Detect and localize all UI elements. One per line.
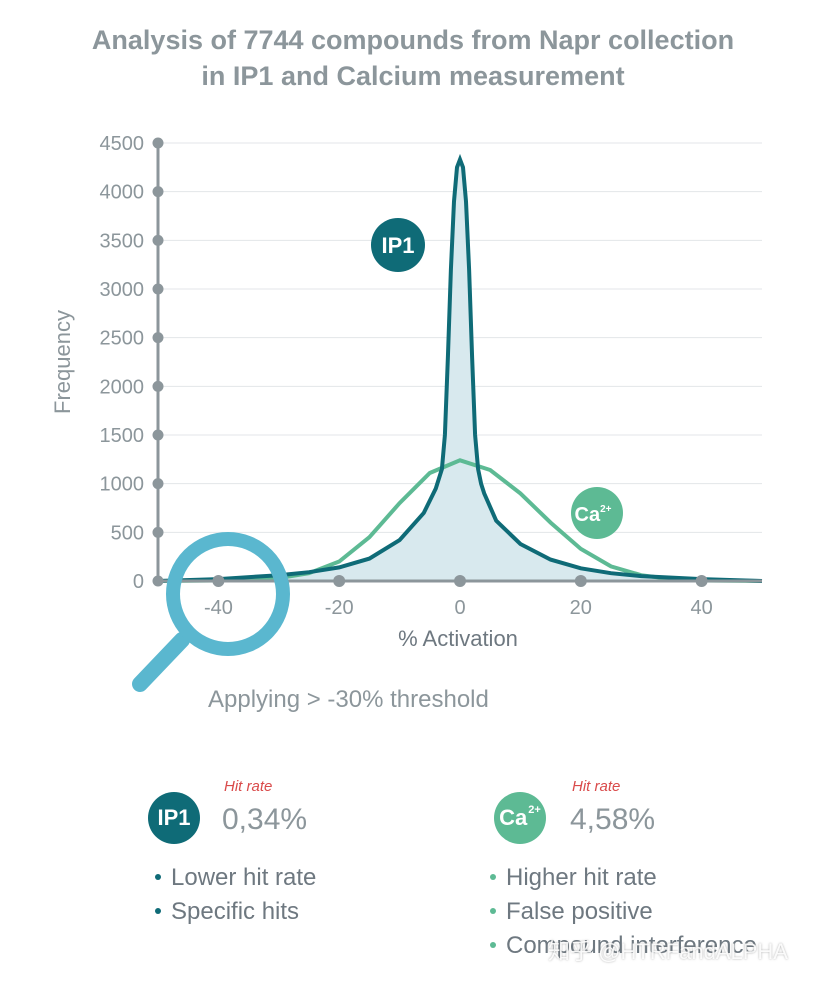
x-tick-marker — [454, 575, 466, 587]
y-tick-label: 0 — [133, 571, 144, 593]
y-tick-label: 4000 — [100, 182, 145, 204]
axes: 0 500 1000 1500 2000 2500 3000 3500 4000 4500 -40 -… — [100, 133, 762, 619]
x-tick-marker — [333, 575, 346, 587]
y-axis-label: Frequency — [50, 310, 75, 414]
ca-bullet-list: Higher hit rate False positive Compound in… — [490, 861, 757, 963]
ip1-bullet-list: Lower hit rate Specific hits — [155, 861, 316, 929]
bullet-dot — [490, 907, 496, 914]
y-tick-label: 2500 — [100, 328, 145, 350]
y-tick-label: 2000 — [100, 376, 145, 398]
y-tick-label: 1000 — [100, 474, 145, 496]
chart-title-line-2: in IP1 and Calcium measurement — [201, 61, 625, 91]
ca-summary-badge: Ca2+ — [494, 792, 546, 844]
bullet-text: Higher hit rate — [506, 864, 657, 891]
ip1-hit-rate-label: Hit rate — [224, 778, 273, 795]
ip1-series-badge — [371, 218, 425, 272]
bullet-text: Compound interference — [506, 932, 757, 959]
x-tick-marker — [695, 575, 708, 587]
bullet-dot — [155, 907, 161, 914]
bullet-text: Specific hits — [171, 898, 300, 925]
ip1-series-label: IP1 — [381, 233, 414, 258]
series-labels: IP1 Ca2+ — [371, 218, 623, 539]
watermark: 知乎 @HTRFandALPHA — [548, 939, 788, 964]
y-tick-label: 500 — [111, 522, 144, 544]
chart-title-line-1: Analysis of 7744 compounds from Napr col… — [91, 25, 735, 55]
bullet-item: Compound interference — [490, 929, 757, 963]
ca-series-label: Ca2+ — [575, 504, 612, 526]
magnifier-icon — [132, 532, 290, 692]
y-tick-label: 3500 — [100, 230, 145, 252]
ca-hit-rate-label: Hit rate — [572, 778, 621, 795]
ip1-hit-rate-value: 0,34% — [222, 803, 308, 836]
bullet-item: Specific hits — [155, 895, 316, 929]
ca-series-badge — [571, 487, 623, 539]
x-tick-label: 40 — [690, 597, 712, 619]
bullet-dot — [490, 941, 496, 948]
ca-hit-rate-value: 4,58% — [570, 803, 656, 836]
activation-frequency-chart: 0 500 1000 1500 2000 2500 3000 3500 4000 4500 -40 -… — [50, 133, 763, 692]
ip1-summary-badge: IP1 — [148, 792, 200, 844]
y-tick-label: 4500 — [100, 133, 145, 155]
x-tick-marker — [212, 575, 225, 587]
threshold-note: Applying > -30% threshold — [208, 686, 489, 713]
ip1-series-line — [157, 153, 763, 583]
bullet-item: Lower hit rate — [155, 861, 316, 895]
x-axis-label: % Activation — [398, 626, 518, 651]
bullet-item: False positive — [490, 895, 757, 929]
bullet-text: Lower hit rate — [171, 864, 317, 891]
axis-labels: Frequency % Activation — [50, 310, 518, 651]
chart-title: Analysis of 7744 compounds from Napr col… — [0, 22, 826, 94]
ip1-area-fill — [158, 159, 762, 581]
x-tick-label: -40 — [204, 597, 233, 619]
x-tick-marker — [574, 575, 587, 587]
ca-summary-badge-text: Ca2+ — [499, 803, 541, 830]
x-tick-label: -20 — [325, 597, 354, 619]
y-tick-label: 3000 — [100, 279, 145, 301]
bullet-dot — [490, 873, 496, 880]
bullet-item: Higher hit rate — [490, 861, 757, 895]
bullet-dot — [155, 873, 161, 880]
x-tick-label: 0 — [454, 597, 465, 619]
x-tick-label: 20 — [570, 597, 592, 619]
ip1-summary-badge-text: IP1 — [157, 805, 191, 830]
y-tick-label: 1500 — [100, 425, 145, 447]
bullet-text: False positive — [506, 898, 653, 925]
